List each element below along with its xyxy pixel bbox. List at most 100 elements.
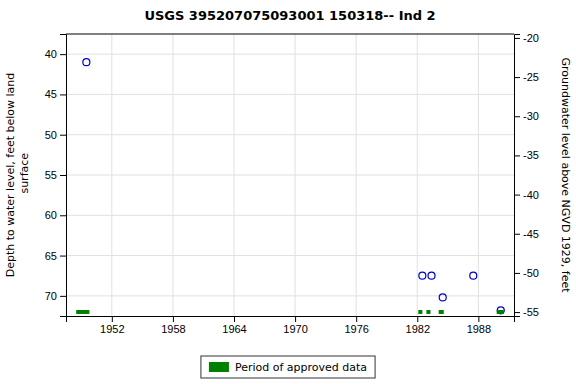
- y2-axis-label: Groundwater level above NGVD 1929, feet: [559, 57, 572, 293]
- y2-axis-tick-label: -50: [523, 267, 539, 279]
- x-axis-tick-mark: [417, 316, 418, 322]
- x-axis-tick: 1976: [344, 316, 368, 335]
- scatter-point: [428, 272, 435, 279]
- legend: Period of approved data: [201, 356, 375, 378]
- x-axis-tick-label: 1970: [283, 323, 307, 335]
- title: USGS 395207075093001 150318-- Ind 2: [144, 8, 435, 23]
- y2-axis-tick-label: -30: [523, 110, 539, 122]
- y2-axis-tick-mark: [514, 195, 520, 196]
- scatter-point: [83, 59, 90, 66]
- y-axis-tick-label: 45: [45, 88, 57, 100]
- grid-line-y: [66, 94, 514, 95]
- marks: [76, 59, 504, 314]
- y-axis-line: [60, 35, 67, 317]
- x-axis-tick: 1970: [283, 316, 307, 335]
- y2-axis-tick: -45: [514, 228, 539, 240]
- y2-axis-tick-mark: [514, 77, 520, 78]
- series-0: [83, 59, 504, 314]
- scatter-point: [497, 307, 504, 314]
- y-axis-tick: 45: [45, 88, 66, 100]
- y-axis-tick-label: 40: [45, 48, 57, 60]
- y2-axis-tick-label: -40: [523, 189, 539, 201]
- y-axis-tick-mark: [60, 256, 66, 257]
- x-axis-tick: 1988: [467, 316, 491, 335]
- x-axis-tick-label: 1964: [222, 323, 246, 335]
- y-axis-tick-mark: [60, 135, 66, 136]
- x-axis-tick-mark: [356, 316, 357, 322]
- y-axis-tick-mark: [60, 175, 66, 176]
- approved-period: [426, 310, 430, 314]
- grid-line-y: [66, 54, 514, 55]
- y2-axis-tick: -35: [514, 149, 539, 161]
- x-axis-tick-mark: [478, 316, 479, 322]
- y-axis-tick-mark: [60, 94, 66, 95]
- y2-axis-tick-mark: [514, 312, 520, 313]
- y2-axis-tick-mark: [514, 273, 520, 274]
- y-axis-tick-label: 60: [45, 209, 57, 221]
- plot-frame-top: [66, 34, 514, 35]
- y2-axis-tick: -25: [514, 71, 539, 83]
- y-axis-tick-mark: [60, 215, 66, 216]
- y-axis-tick: 60: [45, 209, 66, 221]
- y2-axis-tick: -20: [514, 32, 539, 44]
- plot: 1952 1958 1964 1970 1976 1982 1988 40 45 50 55 60 65…: [45, 32, 539, 335]
- grid-line-y: [66, 175, 514, 176]
- scatter-point: [419, 272, 426, 279]
- y-axis-tick-label: 55: [45, 169, 57, 181]
- y-axis-tick: 70: [45, 290, 66, 302]
- x-axis-tick: 1964: [222, 316, 246, 335]
- y-axis-tick-label: 50: [45, 129, 57, 141]
- x-axis: 1952 1958 1964 1970 1976 1982 1988: [67, 316, 515, 335]
- legend-label: Period of approved data: [235, 361, 367, 374]
- grid: [66, 34, 514, 316]
- y2-axis-tick-label: -45: [523, 228, 539, 240]
- y2-axis-tick-label: -20: [523, 32, 539, 44]
- x-axis-tick-label: 1958: [161, 323, 185, 335]
- y2-axis-tick: -30: [514, 110, 539, 122]
- y2-axis-tick-mark: [514, 155, 520, 156]
- y2-axis-tick-mark: [514, 234, 520, 235]
- y-axis-tick-mark: [60, 54, 66, 55]
- approved-period: [439, 310, 444, 314]
- y2-axis-tick-mark: [514, 38, 520, 39]
- y2-axis-tick-label: -55: [523, 306, 539, 318]
- y-axis-tick-label: 70: [45, 290, 57, 302]
- x-axis-tick-label: 1982: [406, 323, 430, 335]
- grid-line-y: [66, 215, 514, 216]
- approved-period: [76, 310, 89, 314]
- chart: 1952 1958 1964 1970 1976 1982 1988 40 45 50 55 60 65…: [0, 0, 576, 384]
- y-axis-tick: 65: [45, 250, 66, 262]
- y2-axis-tick: -50: [514, 267, 539, 279]
- x-axis-tick-mark: [234, 316, 235, 322]
- y-axis-label: Depth to water level, feet below land su…: [4, 73, 31, 278]
- x-axis-tick-mark: [295, 316, 296, 322]
- x-axis-tick: 1982: [406, 316, 430, 335]
- x-axis-tick: 1952: [100, 316, 124, 335]
- scatter-point: [470, 272, 477, 279]
- y-axis-tick-mark: [60, 296, 66, 297]
- x-axis-line: [67, 317, 515, 323]
- y2-axis-tick: -40: [514, 189, 539, 201]
- y-axis-label-line: Depth to water level, feet below land: [4, 73, 17, 278]
- grid-line-y: [66, 134, 514, 135]
- x-axis-tick-label: 1952: [100, 323, 124, 335]
- approved-period: [418, 310, 422, 314]
- scatter-point: [439, 294, 446, 301]
- y2-axis-line: [515, 35, 521, 317]
- approved-period: [497, 310, 504, 314]
- grid-line-y: [66, 295, 514, 296]
- y2-axis-tick: -55: [514, 306, 539, 318]
- series-1: [76, 311, 504, 312]
- y2-axis-tick-label: -35: [523, 149, 539, 161]
- y2-axis-tick-mark: [514, 116, 520, 117]
- x-axis-tick-mark: [173, 316, 174, 322]
- y-axis-tick-label: 65: [45, 250, 57, 262]
- x-axis-tick: 1958: [161, 316, 185, 335]
- x-axis-tick-label: 1988: [467, 323, 491, 335]
- y-axis: 40 45 50 55 60 65 70: [45, 35, 67, 317]
- y-axis-tick: 40: [45, 48, 66, 60]
- legend-box: [201, 356, 375, 378]
- x-axis-tick-mark: [112, 316, 113, 322]
- y-axis-label-line: surface: [18, 153, 31, 197]
- grid-line-y: [66, 255, 514, 256]
